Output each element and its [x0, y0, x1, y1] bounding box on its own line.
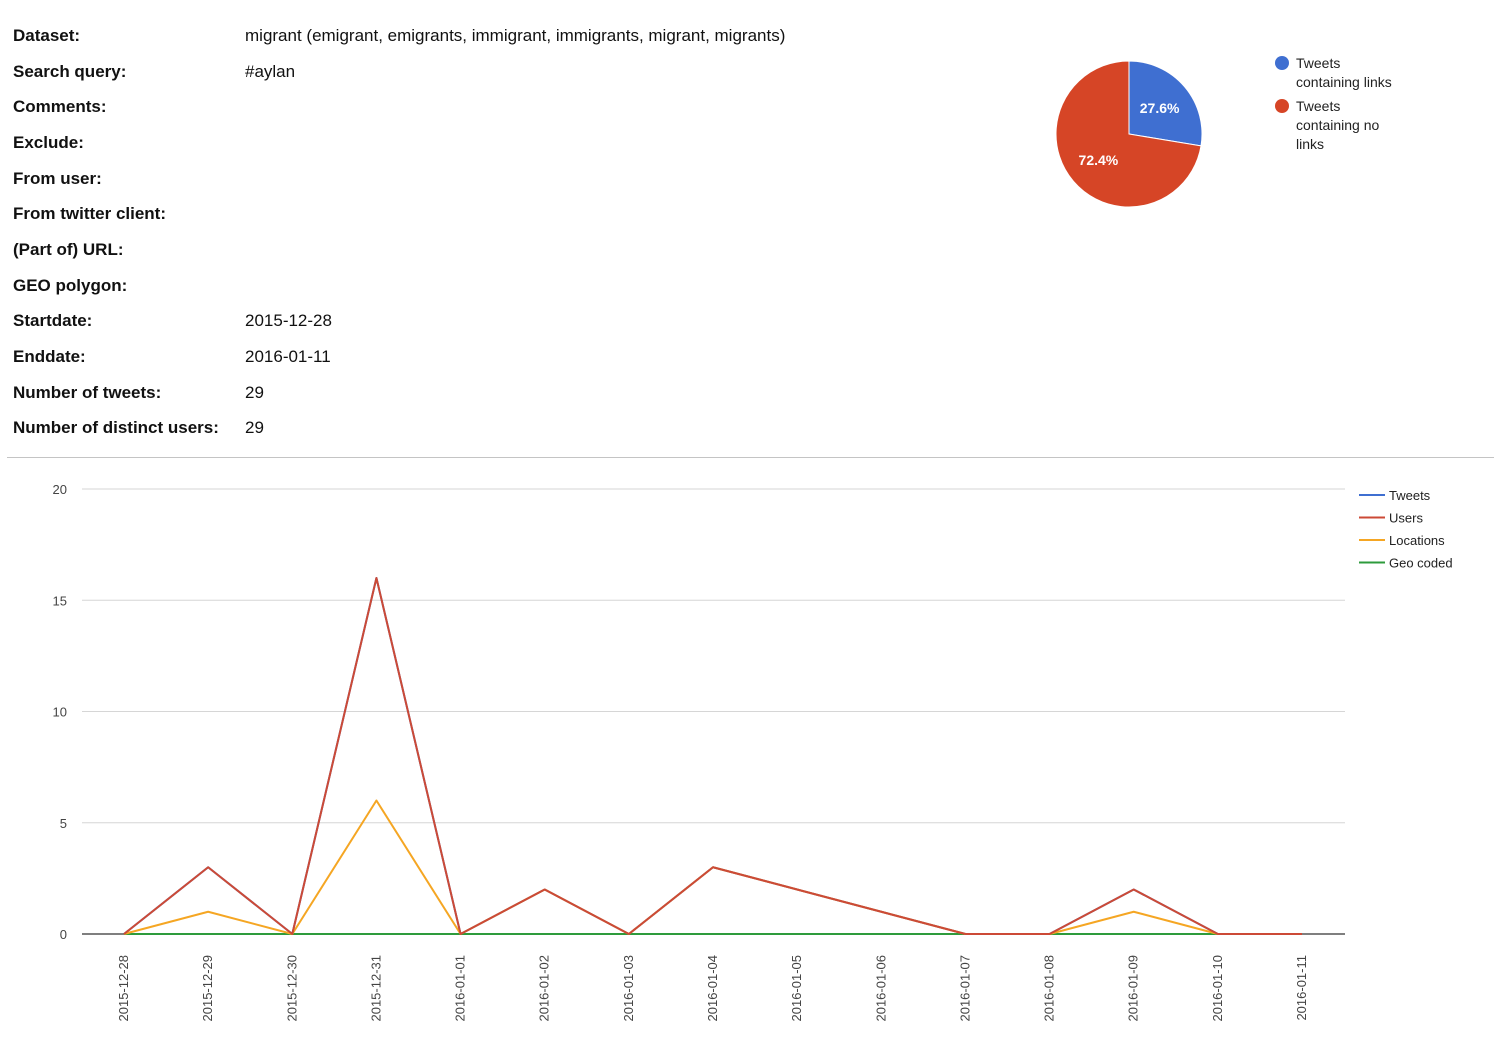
x-tick-label: 2016-01-01	[453, 955, 468, 1022]
info-row: From twitter client:	[13, 196, 785, 232]
legend-marker	[1275, 56, 1289, 70]
info-value	[245, 268, 785, 304]
legend-label: Tweets	[1389, 488, 1431, 503]
y-tick-label: 15	[53, 593, 67, 608]
info-value: migrant (emigrant, emigrants, immigrant,…	[245, 25, 786, 45]
info-label: Exclude:	[13, 132, 84, 152]
x-tick-label: 2015-12-30	[284, 955, 299, 1022]
info-label: Number of distinct users:	[13, 418, 219, 438]
x-tick-label: 2016-01-07	[957, 955, 972, 1022]
info-value	[245, 89, 785, 125]
series-line	[123, 577, 1302, 935]
info-label: (Part of) URL:	[13, 239, 124, 259]
info-row: Startdate: 2015-12-28	[13, 304, 785, 340]
info-row: Comments:	[13, 89, 785, 125]
info-value	[245, 161, 785, 197]
x-tick-label: 2015-12-28	[116, 955, 131, 1022]
x-tick-label: 2016-01-08	[1042, 955, 1057, 1022]
x-tick-label: 2016-01-11	[1294, 955, 1309, 1021]
legend-label: Tweets containing links	[1296, 55, 1392, 90]
x-tick-label: 2016-01-10	[1210, 955, 1225, 1022]
x-tick-label: 2016-01-02	[537, 955, 552, 1022]
query-info-body: Dataset: migrant (emigrant, emigrants, im…	[13, 18, 785, 446]
info-label: GEO polygon:	[13, 275, 128, 295]
info-row: From user:	[13, 161, 785, 197]
info-value: 2015-12-28	[245, 311, 332, 331]
y-tick-label: 5	[60, 816, 67, 831]
info-label: Enddate:	[13, 347, 86, 367]
x-tick-label: 2016-01-06	[873, 955, 888, 1022]
legend-label: Geo coded	[1389, 556, 1453, 571]
info-label: Dataset:	[13, 25, 81, 45]
x-tick-label: 2016-01-04	[705, 955, 720, 1022]
links-pie-chart: 27.6% 72.4% Tweets containing links Tweets co…	[1055, 55, 1392, 208]
info-label: From user:	[13, 168, 102, 188]
info-value	[245, 125, 785, 161]
legend-label: Locations	[1389, 533, 1445, 548]
y-tick-label: 0	[60, 927, 67, 942]
legend-label: Tweets containing no links	[1296, 98, 1380, 152]
info-row: Search query: #aylan	[13, 54, 785, 90]
info-value	[245, 196, 785, 232]
x-tick-label: 2016-01-03	[621, 955, 636, 1022]
query-info-table: Dataset: migrant (emigrant, emigrants, im…	[13, 18, 785, 446]
pie-slice-label: 72.4%	[1079, 152, 1119, 168]
info-row: Number of distinct users: 29	[13, 411, 785, 447]
section-divider	[7, 457, 1494, 458]
legend-marker	[1275, 99, 1289, 113]
info-value	[245, 232, 785, 268]
x-tick-label: 2016-01-05	[789, 955, 804, 1022]
info-label: Comments:	[13, 97, 107, 117]
info-value: 29	[245, 382, 264, 402]
info-value: 2016-01-11	[245, 347, 331, 367]
pie-slice	[1128, 60, 1203, 147]
legend-label: Users	[1389, 511, 1423, 526]
info-row: Dataset: migrant (emigrant, emigrants, im…	[13, 18, 785, 54]
info-label: Startdate:	[13, 311, 93, 331]
info-row: GEO polygon:	[13, 268, 785, 304]
pie-slice	[1055, 60, 1202, 208]
y-tick-label: 20	[53, 482, 67, 497]
series-line	[123, 577, 1302, 935]
info-row: Exclude:	[13, 125, 785, 161]
x-tick-label: 2016-01-09	[1126, 955, 1141, 1022]
info-label: From twitter client:	[13, 204, 167, 224]
x-tick-label: 2015-12-31	[368, 955, 383, 1022]
info-row: Enddate: 2016-01-11	[13, 339, 785, 375]
info-value: 29	[245, 418, 264, 438]
info-label: Search query:	[13, 61, 127, 81]
activity-line-chart: 0 5 10 15 20 2015-12-28 2015-12-29 2015-12-30 20…	[53, 482, 1453, 1022]
info-row: Number of tweets: 29	[13, 375, 785, 411]
pie-slice-label: 27.6%	[1140, 100, 1180, 116]
info-value: #aylan	[245, 61, 296, 81]
x-tick-label: 2015-12-29	[200, 955, 215, 1022]
info-label: Number of tweets:	[13, 382, 162, 402]
info-row: (Part of) URL:	[13, 232, 785, 268]
y-tick-label: 10	[53, 705, 67, 720]
